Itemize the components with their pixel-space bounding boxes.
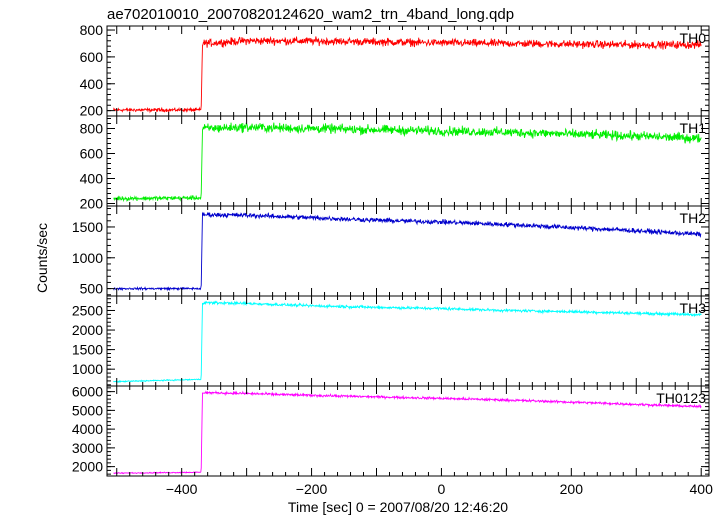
series-label-th0123: TH0123 [656, 390, 706, 406]
series-line-th0 [113, 35, 702, 114]
y-tick-label: 200 [80, 196, 104, 212]
panel-th3: 1000 1500 2000 2500 TH3 [72, 295, 710, 387]
y-axis-label: Counts/sec [34, 223, 50, 293]
y-tick-label: 5000 [72, 402, 103, 418]
y-tick-label: 3000 [72, 440, 103, 456]
panel-th0: 200 400 600 800 TH0 [80, 22, 710, 119]
y-tick-label: 2500 [72, 302, 103, 318]
panel-th1: 200 400 600 800 TH1 [80, 115, 710, 212]
x-axis: −400 −200 0 200 400 [166, 481, 713, 497]
series-line-th3 [113, 300, 702, 383]
y-tick-label: 2000 [72, 322, 103, 338]
x-tick-label: 400 [690, 481, 714, 497]
series-label-th2: TH2 [680, 210, 707, 226]
y-tick-label: 4000 [72, 421, 103, 437]
y-tick-label: 400 [80, 171, 104, 187]
series-label-th3: TH3 [680, 300, 707, 316]
y-tick-label: 400 [80, 76, 104, 92]
x-tick-label: −400 [166, 481, 198, 497]
series-line-th1 [113, 122, 702, 203]
x-axis-label: Time [sec] 0 = 2007/08/20 12:46:20 [288, 499, 508, 515]
y-tick-label: 500 [80, 281, 104, 297]
series-label-th1: TH1 [680, 120, 707, 136]
panel-frame [106, 295, 710, 387]
series-line-th0123 [113, 389, 702, 475]
panels: 200 400 600 800 TH0 200 400 600 800 TH1 500 1000 150… [72, 22, 710, 477]
panel-frame [106, 385, 710, 477]
chart-title: ae702010010_20070820124620_wam2_trn_4ban… [107, 6, 514, 23]
x-tick-label: 0 [438, 481, 446, 497]
y-tick-label: 800 [80, 22, 104, 38]
y-tick-label: 1500 [72, 219, 103, 235]
y-tick-label: 1500 [72, 342, 103, 358]
y-tick-label: 600 [80, 146, 104, 162]
y-tick-label: 200 [80, 103, 104, 119]
y-tick-label: 2000 [72, 459, 103, 475]
panel-th0123: 2000 3000 4000 5000 6000 TH0123 [72, 384, 710, 477]
y-tick-label: 6000 [72, 384, 103, 400]
x-tick-label: −200 [296, 481, 328, 497]
y-tick-label: 1000 [72, 250, 103, 266]
y-tick-label: 1000 [72, 361, 103, 377]
series-line-th2 [113, 211, 702, 292]
series-label-th0: TH0 [680, 30, 707, 46]
x-tick-label: 200 [560, 481, 584, 497]
panel-th2: 500 1000 1500 TH2 [72, 205, 710, 297]
y-tick-label: 600 [80, 49, 104, 65]
y-tick-label: 800 [80, 121, 104, 137]
